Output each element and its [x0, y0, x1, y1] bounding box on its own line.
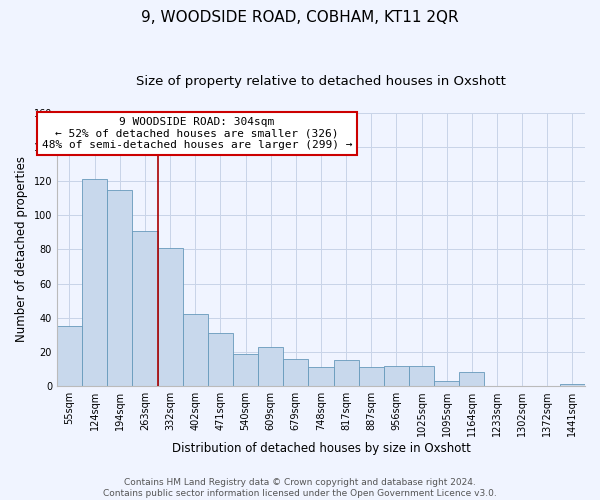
Bar	[359, 368, 384, 386]
Title: Size of property relative to detached houses in Oxshott: Size of property relative to detached ho…	[136, 75, 506, 88]
Bar	[283, 359, 308, 386]
Bar	[133, 230, 158, 386]
Bar	[107, 190, 133, 386]
Bar	[560, 384, 585, 386]
Bar	[182, 314, 208, 386]
Bar	[258, 347, 283, 386]
Bar	[158, 248, 182, 386]
Text: 9 WOODSIDE ROAD: 304sqm
← 52% of detached houses are smaller (326)
48% of semi-d: 9 WOODSIDE ROAD: 304sqm ← 52% of detache…	[41, 117, 352, 150]
Bar	[308, 368, 334, 386]
Text: 9, WOODSIDE ROAD, COBHAM, KT11 2QR: 9, WOODSIDE ROAD, COBHAM, KT11 2QR	[141, 10, 459, 25]
Text: Contains HM Land Registry data © Crown copyright and database right 2024.
Contai: Contains HM Land Registry data © Crown c…	[103, 478, 497, 498]
Bar	[409, 366, 434, 386]
Bar	[459, 372, 484, 386]
Bar	[434, 381, 459, 386]
X-axis label: Distribution of detached houses by size in Oxshott: Distribution of detached houses by size …	[172, 442, 470, 455]
Bar	[82, 180, 107, 386]
Bar	[208, 333, 233, 386]
Bar	[57, 326, 82, 386]
Y-axis label: Number of detached properties: Number of detached properties	[15, 156, 28, 342]
Bar	[233, 354, 258, 386]
Bar	[334, 360, 359, 386]
Bar	[384, 366, 409, 386]
